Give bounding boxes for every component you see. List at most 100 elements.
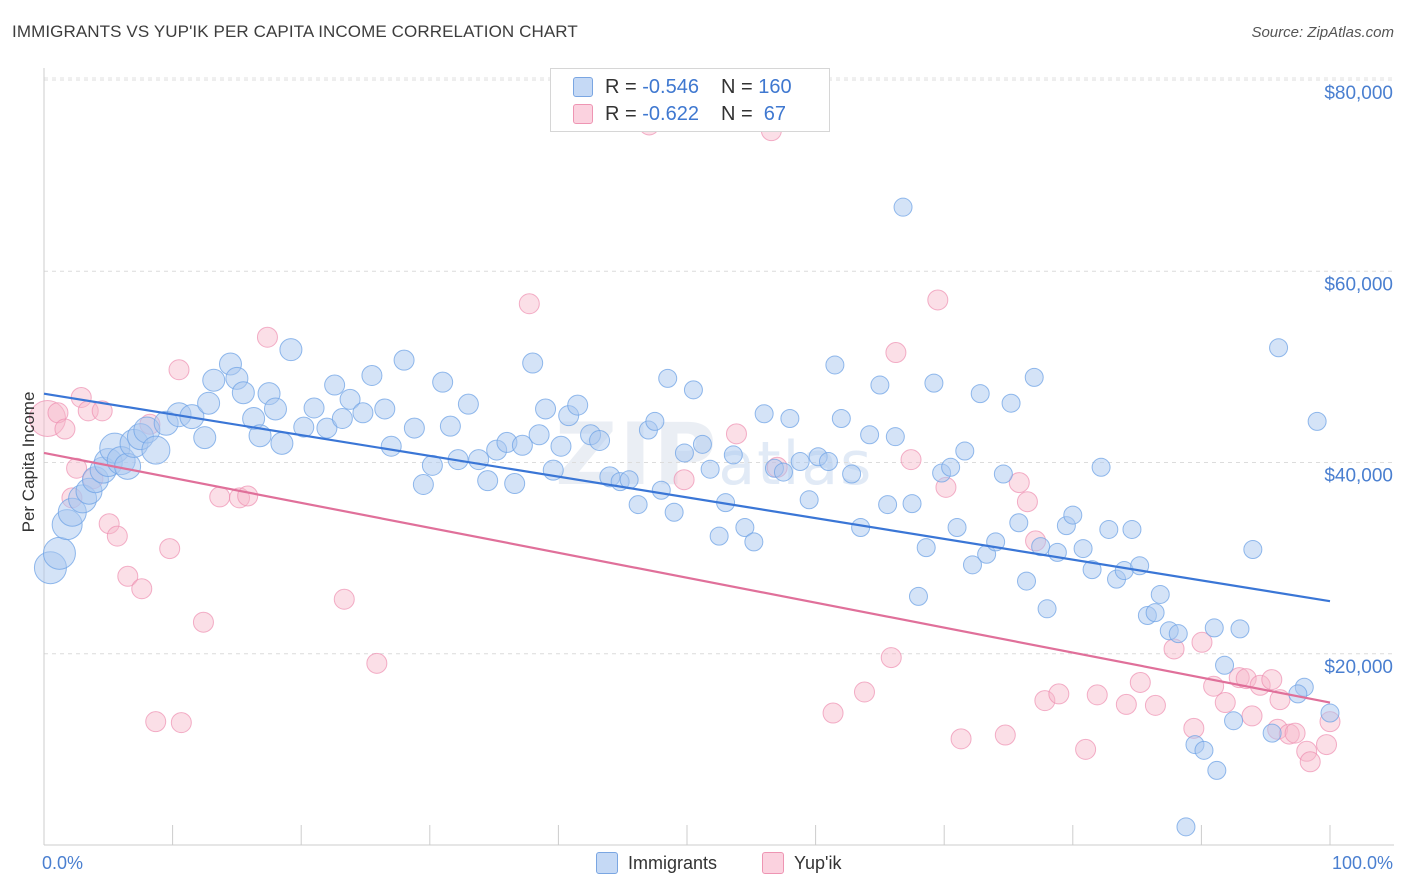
legend-swatch-yupik	[573, 104, 593, 124]
data-point-immigrants	[316, 417, 338, 439]
data-point-immigrants	[477, 470, 499, 492]
data-point-yupik	[1075, 738, 1097, 760]
data-point-yupik	[192, 611, 214, 633]
data-point-immigrants	[303, 397, 325, 419]
data-point-immigrants	[908, 586, 928, 606]
data-point-immigrants	[1017, 571, 1037, 591]
data-point-immigrants	[799, 490, 819, 510]
data-point-immigrants	[1176, 817, 1196, 837]
legend-r-value: -0.546	[642, 75, 699, 98]
data-point-immigrants	[393, 349, 415, 371]
data-point-immigrants	[780, 409, 800, 429]
data-point-yupik	[237, 485, 259, 507]
data-point-yupik	[1115, 693, 1137, 715]
x-tick-label: 100.0%	[1332, 853, 1393, 873]
data-point-yupik	[117, 565, 139, 587]
data-point-yupik	[1228, 667, 1250, 689]
data-point-immigrants	[511, 434, 533, 456]
data-point-immigrants	[1009, 513, 1029, 533]
legend-row-yupik: R = -0.622 N = 67	[573, 101, 786, 127]
data-point-immigrants	[270, 431, 294, 455]
data-point-immigrants	[403, 417, 425, 439]
data-point-immigrants	[550, 435, 572, 457]
data-point-immigrants	[42, 536, 76, 570]
data-point-immigrants	[1288, 684, 1308, 704]
data-point-immigrants	[324, 374, 346, 396]
data-point-immigrants	[723, 445, 743, 465]
data-point-yupik	[518, 293, 540, 315]
data-point-yupik	[209, 486, 231, 508]
chart-title: IMMIGRANTS VS YUP'IK PER CAPITA INCOME C…	[12, 22, 578, 41]
y-axis-label: Per Capita Income	[19, 392, 38, 533]
data-point-yupik	[54, 418, 76, 440]
data-point-yupik	[170, 712, 192, 734]
data-point-immigrants	[744, 532, 764, 552]
data-point-immigrants	[709, 526, 729, 546]
data-point-yupik	[885, 342, 907, 364]
x-tick-label: 0.0%	[42, 853, 83, 873]
data-point-immigrants	[893, 197, 913, 217]
data-point-yupik	[333, 588, 355, 610]
y-tick-label: $80,000	[1324, 83, 1393, 104]
data-point-yupik	[927, 289, 949, 311]
data-point-immigrants	[1262, 723, 1282, 743]
data-point-yupik	[131, 578, 153, 600]
data-point-immigrants	[885, 427, 905, 447]
data-point-immigrants	[1207, 760, 1227, 780]
data-point-immigrants	[831, 409, 851, 429]
data-point-yupik	[28, 400, 66, 438]
trend-lines	[43, 392, 1331, 704]
data-point-immigrants	[1063, 505, 1083, 525]
data-point-immigrants	[818, 452, 838, 472]
data-point-immigrants	[202, 368, 226, 392]
data-point-immigrants	[1037, 599, 1057, 619]
data-point-immigrants	[1320, 703, 1340, 723]
data-point-immigrants	[504, 473, 526, 495]
data-point-immigrants	[1082, 560, 1102, 580]
data-point-immigrants	[790, 452, 810, 472]
data-point-immigrants	[941, 457, 961, 477]
data-point-immigrants	[825, 355, 845, 375]
data-point-immigrants	[683, 380, 703, 400]
immigrants-points	[33, 197, 1340, 837]
data-point-immigrants	[651, 480, 671, 500]
bottom-legend-swatch-immigrants	[596, 852, 618, 874]
legend-n-label: N =	[720, 75, 759, 98]
data-point-yupik	[159, 538, 181, 560]
data-point-immigrants	[1204, 618, 1224, 638]
data-point-immigrants	[1307, 411, 1327, 431]
bottom-legend-label: Immigrants	[628, 852, 718, 873]
source-label: Source: ZipAtlas.com	[1251, 24, 1394, 41]
data-point-yupik	[1241, 705, 1263, 727]
data-point-yupik	[366, 652, 388, 674]
data-point-yupik	[168, 359, 190, 381]
data-point-immigrants	[1024, 367, 1044, 387]
data-point-immigrants	[231, 381, 255, 405]
data-point-immigrants	[870, 375, 890, 395]
grid	[44, 77, 1394, 655]
data-point-immigrants	[567, 394, 589, 416]
data-point-yupik	[1299, 751, 1321, 773]
data-point-immigrants	[374, 398, 396, 420]
data-point-immigrants	[432, 371, 454, 393]
data-point-yupik	[1144, 694, 1166, 716]
data-point-immigrants	[878, 495, 898, 515]
data-point-immigrants	[279, 338, 303, 362]
bottom-legend-swatch-yupik	[762, 852, 784, 874]
data-point-yupik	[1016, 491, 1038, 513]
data-point-immigrants	[339, 388, 361, 410]
data-point-yupik	[47, 402, 69, 424]
data-point-immigrants	[331, 408, 353, 430]
data-point-immigrants	[1243, 540, 1263, 560]
y-tick-label: $60,000	[1324, 274, 1393, 295]
data-point-immigrants	[916, 538, 936, 558]
y-tick-label: $40,000	[1324, 466, 1393, 487]
data-point-immigrants	[293, 416, 315, 438]
axis-labels: $20,000 $40,000 $60,000 $80,000 0.0% 100.0% Pe…	[19, 83, 1393, 873]
data-point-immigrants	[692, 434, 712, 454]
data-point-yupik	[256, 326, 278, 348]
data-point-immigrants	[754, 404, 774, 424]
legend-row-immigrants: R = -0.546 N = 160	[573, 74, 792, 100]
data-point-immigrants	[1215, 655, 1235, 675]
